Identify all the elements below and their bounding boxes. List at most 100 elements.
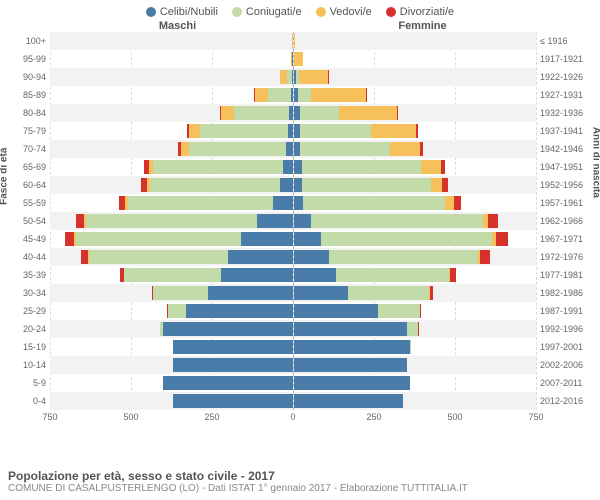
age-label: 0-4 xyxy=(10,396,50,406)
legend-swatch xyxy=(146,7,156,17)
seg-celibi xyxy=(288,124,293,138)
chart-rows: 100+≤ 191695-991917-192190-941922-192685… xyxy=(10,32,590,410)
chart: Fasce di età Anni di nascita 100+≤ 19169… xyxy=(10,32,590,424)
seg-divorziati xyxy=(441,160,446,174)
age-label: 95-99 xyxy=(10,54,50,64)
chart-subtitle: COMUNE DI CASALPUSTERLENGO (LO) - Dati I… xyxy=(8,483,592,494)
birth-label: 1992-1996 xyxy=(536,324,590,334)
female-half xyxy=(294,158,537,176)
seg-vedovi xyxy=(181,142,189,156)
bar-area xyxy=(50,68,536,86)
seg-coniugati xyxy=(302,178,431,192)
male-half xyxy=(50,194,294,212)
seg-celibi xyxy=(294,322,407,336)
x-axis-ticks: 7505002500250500750 xyxy=(50,412,536,424)
male-half xyxy=(50,248,294,266)
age-label: 5-9 xyxy=(10,378,50,388)
seg-coniugati xyxy=(150,178,279,192)
chart-title: Popolazione per età, sesso e stato civil… xyxy=(8,469,592,483)
gender-headers: Maschi Femmine xyxy=(0,20,600,32)
birth-label: 1962-1966 xyxy=(536,216,590,226)
seg-celibi xyxy=(286,142,292,156)
seg-divorziati xyxy=(420,142,423,156)
seg-divorziati xyxy=(397,106,398,120)
seg-coniugati xyxy=(311,214,482,228)
bar-area xyxy=(50,248,536,266)
female-half xyxy=(294,230,537,248)
seg-vedovi xyxy=(339,106,397,120)
age-label: 65-69 xyxy=(10,162,50,172)
female-half xyxy=(294,104,537,122)
age-row: 85-891927-1931 xyxy=(10,86,590,104)
birth-label: 1957-1961 xyxy=(536,198,590,208)
x-tick: 500 xyxy=(447,412,462,422)
female-half xyxy=(294,86,537,104)
seg-celibi xyxy=(163,322,292,336)
seg-vedovi xyxy=(445,196,453,210)
bar-area xyxy=(50,230,536,248)
bar-area xyxy=(50,266,536,284)
seg-celibi xyxy=(257,214,293,228)
bar-area xyxy=(50,176,536,194)
birth-label: 1942-1946 xyxy=(536,144,590,154)
seg-vedovi xyxy=(255,88,268,102)
seg-divorziati xyxy=(366,88,367,102)
seg-celibi xyxy=(186,304,293,318)
legend-label: Divorziati/e xyxy=(400,6,454,18)
age-row: 25-291987-1991 xyxy=(10,302,590,320)
male-half xyxy=(50,392,294,410)
age-label: 40-44 xyxy=(10,252,50,262)
age-row: 65-691947-1951 xyxy=(10,158,590,176)
age-row: 95-991917-1921 xyxy=(10,50,590,68)
age-label: 45-49 xyxy=(10,234,50,244)
female-half xyxy=(294,302,537,320)
female-half xyxy=(294,338,537,356)
age-row: 0-42012-2016 xyxy=(10,392,590,410)
female-half xyxy=(294,374,537,392)
female-half xyxy=(294,248,537,266)
seg-divorziati xyxy=(76,214,84,228)
legend-swatch xyxy=(386,7,396,17)
age-row: 60-641952-1956 xyxy=(10,176,590,194)
legend-label: Coniugati/e xyxy=(246,6,302,18)
seg-coniugati xyxy=(302,160,422,174)
header-female: Femmine xyxy=(300,20,545,32)
legend: Celibi/NubiliConiugati/eVedovi/eDivorzia… xyxy=(0,0,600,20)
seg-vedovi xyxy=(311,88,366,102)
birth-label: 1972-1976 xyxy=(536,252,590,262)
birth-label: 1997-2001 xyxy=(536,342,590,352)
age-row: 5-92007-2011 xyxy=(10,374,590,392)
seg-coniugati xyxy=(128,196,274,210)
seg-celibi xyxy=(283,160,293,174)
seg-celibi xyxy=(273,196,292,210)
age-row: 10-142002-2006 xyxy=(10,356,590,374)
bar-area xyxy=(50,284,536,302)
seg-celibi xyxy=(294,376,410,390)
seg-coniugati xyxy=(378,304,420,318)
bar-area xyxy=(50,32,536,50)
male-half xyxy=(50,122,294,140)
seg-celibi xyxy=(294,250,330,264)
seg-celibi xyxy=(294,232,321,246)
bar-area xyxy=(50,122,536,140)
seg-celibi xyxy=(173,340,293,354)
seg-coniugati xyxy=(300,124,371,138)
seg-divorziati xyxy=(496,232,507,246)
seg-coniugati xyxy=(200,124,287,138)
female-half xyxy=(294,266,537,284)
seg-celibi xyxy=(228,250,293,264)
header-male: Maschi xyxy=(55,20,300,32)
female-half xyxy=(294,194,537,212)
legend-swatch xyxy=(316,7,326,17)
seg-vedovi xyxy=(390,142,419,156)
seg-coniugati xyxy=(407,322,418,336)
seg-celibi xyxy=(221,268,292,282)
age-row: 100+≤ 1916 xyxy=(10,32,590,50)
seg-coniugati xyxy=(329,250,478,264)
seg-celibi xyxy=(294,286,349,300)
bar-area xyxy=(50,320,536,338)
age-label: 35-39 xyxy=(10,270,50,280)
x-tick: 750 xyxy=(42,412,57,422)
age-label: 70-74 xyxy=(10,144,50,154)
seg-coniugati xyxy=(321,232,492,246)
